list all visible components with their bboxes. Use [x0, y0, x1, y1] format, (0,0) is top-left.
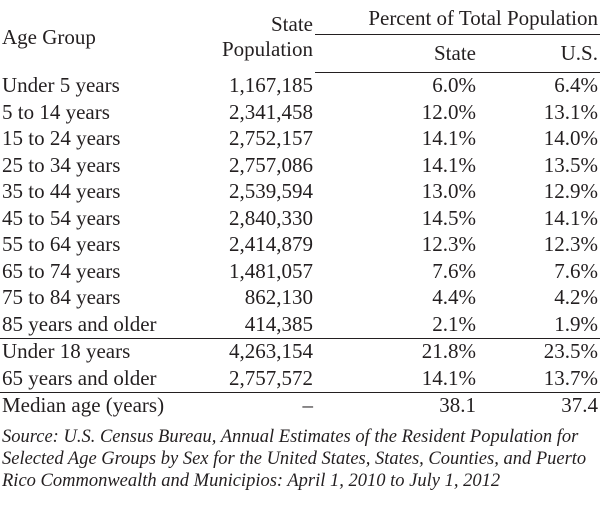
header-state-percent: State — [315, 34, 478, 73]
state-percent-cell: 2.1% — [315, 311, 478, 339]
population-cell: 4,263,154 — [229, 339, 313, 364]
table-row: 55 to 64 years 2,414,879 12.3% 12.3% — [0, 232, 600, 259]
age-group-cell: 25 to 34 years — [2, 152, 121, 177]
population-cell: 414,385 — [180, 311, 315, 339]
state-percent-cell: 14.5% — [421, 205, 476, 230]
header-state-population-line1: State — [271, 11, 313, 36]
state-percent-cell: 21.8% — [421, 339, 476, 364]
population-cell: 2,414,879 — [229, 232, 313, 257]
header-percent-total: Percent of Total Population — [315, 2, 600, 36]
age-group-cell: 15 to 24 years — [2, 126, 121, 151]
table-row: Under 5 years 1,167,185 6.0% 6.4% — [0, 72, 600, 99]
state-percent-cell: 14.1% — [421, 152, 476, 177]
state-percent-cell: 38.1 — [439, 393, 476, 418]
population-cell: 2,757,086 — [229, 152, 313, 177]
us-percent-cell: 13.5% — [543, 152, 598, 177]
header-state-population-line2: Population — [221, 37, 313, 61]
us-percent-cell: 14.1% — [543, 205, 598, 230]
population-cell: 1,481,057 — [229, 258, 313, 283]
state-percent-cell: 12.3% — [421, 232, 476, 257]
age-group-cell: 55 to 64 years — [2, 232, 121, 257]
state-percent-cell: 12.0% — [421, 99, 476, 124]
table-row: 5 to 14 years 2,341,458 12.0% 13.1% — [0, 99, 600, 126]
age-group-cell: Under 18 years — [2, 339, 131, 364]
state-percent-cell: 7.6% — [432, 258, 476, 283]
age-group-cell: 35 to 44 years — [2, 179, 121, 204]
table-row: 45 to 54 years 2,840,330 14.5% 14.1% — [0, 205, 600, 232]
us-percent-cell: 12.9% — [543, 179, 598, 204]
source-note: Source: U.S. Census Bureau, Annual Estim… — [2, 427, 587, 491]
population-cell: – — [302, 393, 314, 418]
table-row: Median age (years) – 38.1 37.4 — [0, 392, 600, 419]
population-cell: 2,840,330 — [229, 205, 313, 230]
us-percent-cell: 23.5% — [543, 339, 598, 364]
state-percent-cell: 13.0% — [421, 179, 476, 204]
age-group-cell: 75 to 84 years — [2, 285, 121, 310]
us-percent-cell: 12.3% — [543, 232, 598, 257]
us-percent-cell: 13.1% — [543, 99, 598, 124]
us-percent-cell: 1.9% — [478, 311, 600, 339]
state-percent-cell: 4.4% — [432, 285, 476, 310]
age-group-cell: 65 to 74 years — [2, 258, 121, 283]
us-percent-cell: 6.4% — [554, 73, 598, 98]
age-group-cell: 65 years and older — [0, 365, 180, 393]
state-percent-cell: 14.1% — [421, 126, 476, 151]
population-cell: 862,130 — [244, 285, 313, 310]
age-group-cell: Under 5 years — [2, 73, 120, 97]
population-cell: 2,341,458 — [229, 99, 313, 124]
age-group-cell: 85 years and older — [0, 311, 180, 339]
us-percent-cell: 13.7% — [478, 365, 600, 393]
age-group-cell: Median age (years) — [2, 393, 165, 418]
state-percent-cell: 14.1% — [315, 365, 478, 393]
table-row: Under 18 years 4,263,154 21.8% 23.5% — [0, 338, 600, 365]
header-age-group: Age Group — [2, 24, 96, 49]
table-row: 65 years and older 2,757,572 14.1% 13.7% — [0, 365, 600, 393]
state-percent-cell: 6.0% — [432, 73, 476, 98]
table-body: Under 5 years 1,167,185 6.0% 6.4% 5 to 14 ye… — [0, 72, 600, 419]
table-row: 35 to 44 years 2,539,594 13.0% 12.9% — [0, 179, 600, 206]
table-row: 65 to 74 years 1,481,057 7.6% 7.6% — [0, 258, 600, 285]
us-percent-cell: 4.2% — [554, 285, 598, 310]
table-row: 15 to 24 years 2,752,157 14.1% 14.0% — [0, 126, 600, 153]
header-us-percent: U.S. — [478, 34, 600, 73]
us-percent-cell: 37.4 — [561, 393, 598, 418]
us-percent-cell: 7.6% — [554, 258, 598, 283]
population-cell: 2,539,594 — [229, 179, 313, 204]
age-group-cell: 45 to 54 years — [2, 205, 121, 230]
table-row: 75 to 84 years 862,130 4.4% 4.2% — [0, 285, 600, 312]
us-percent-cell: 14.0% — [543, 126, 598, 151]
population-cell: 1,167,185 — [229, 73, 313, 97]
header-state-population: State Population — [180, 2, 315, 72]
age-group-cell: 5 to 14 years — [2, 99, 110, 124]
table-row: 25 to 34 years 2,757,086 14.1% 13.5% — [0, 152, 600, 179]
population-cell: 2,752,157 — [229, 126, 313, 151]
table-row: 85 years and older 414,385 2.1% 1.9% — [0, 311, 600, 339]
population-cell: 2,757,572 — [180, 365, 315, 393]
age-population-table: Age Group State Population Percent of To… — [0, 2, 600, 419]
